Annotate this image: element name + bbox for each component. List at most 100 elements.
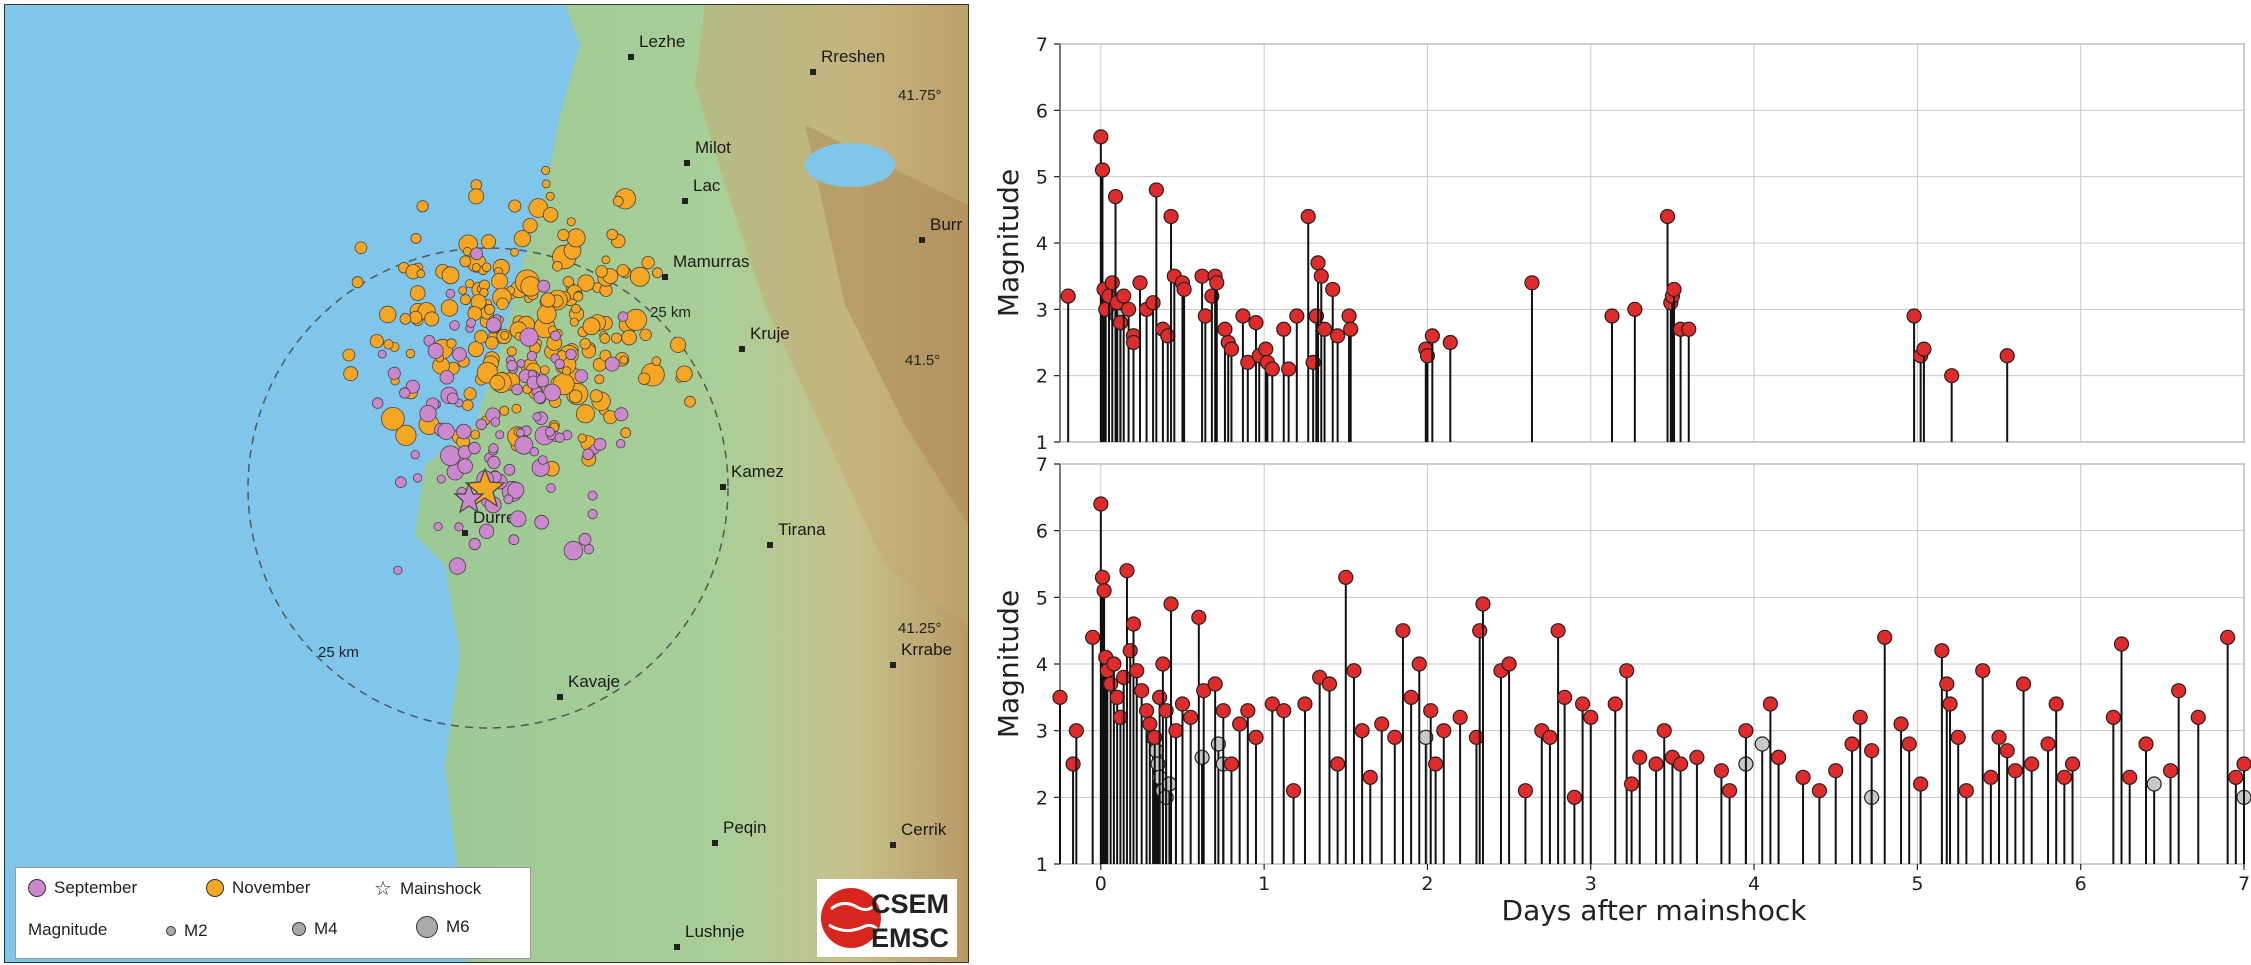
november-event-marker <box>470 429 481 440</box>
november-dot-icon <box>206 879 224 897</box>
september-event-marker <box>574 369 589 383</box>
city-label: Lushnje <box>685 922 745 941</box>
november-event-marker <box>508 199 522 213</box>
city-label: Lac <box>693 176 721 195</box>
event-point <box>2105 709 2121 725</box>
september-event-marker <box>582 448 594 461</box>
november-event-marker <box>552 260 563 272</box>
september-event-marker <box>405 379 420 394</box>
event-point <box>1223 341 1240 357</box>
event-point <box>1468 729 1485 745</box>
event-point <box>2024 756 2040 772</box>
event-point <box>1442 334 1458 351</box>
event-point <box>1999 743 2015 759</box>
event-point <box>1276 321 1292 337</box>
event-point <box>1811 783 1827 799</box>
november-event-marker <box>511 403 522 414</box>
event-point <box>1122 643 1138 659</box>
event-point <box>1104 275 1120 291</box>
legend-m4-label: M4 <box>314 919 338 938</box>
event-point <box>1134 683 1150 699</box>
september-event-marker <box>532 412 542 422</box>
coordinates: 41.75° 41.5° 41.25° <box>898 87 942 637</box>
event-point <box>1094 569 1111 585</box>
november-event-marker <box>637 372 651 385</box>
csem-emsc-logo: CSEM EMSC <box>817 879 957 957</box>
november-event-marker <box>468 188 485 205</box>
event-point <box>1659 208 1676 225</box>
september-event-marker <box>495 430 505 440</box>
november-event-marker <box>577 274 595 292</box>
september-event-marker <box>440 445 461 467</box>
september-event-marker <box>516 359 526 368</box>
november-event-marker <box>463 387 477 401</box>
y-tick-label: 2 <box>1036 787 1048 809</box>
event-point <box>1411 656 1427 672</box>
event-point <box>1276 703 1292 719</box>
september-event-marker <box>446 392 459 405</box>
september-event-marker <box>503 494 514 505</box>
legend-mainshock: ☆ Mainshock <box>374 876 481 901</box>
event-point <box>2236 756 2251 772</box>
november-event-marker <box>458 286 468 295</box>
event-point <box>1395 623 1411 639</box>
september-event-marker <box>456 423 472 440</box>
mainshock-september-icon <box>453 482 485 514</box>
event-point <box>1550 623 1566 639</box>
november-event-marker <box>624 308 648 331</box>
november-event-marker <box>641 256 655 270</box>
event-point <box>2064 756 2081 772</box>
event-point <box>1906 308 1922 324</box>
cities: Lezhe Rreshen Milot Lac Burr Mamurras Kruje Kam… <box>462 32 962 950</box>
september-event-marker <box>526 350 538 361</box>
event-point <box>1574 696 1591 712</box>
event-point <box>1300 208 1316 225</box>
event-point <box>1129 663 1145 679</box>
event-point <box>1770 749 1787 765</box>
event-point <box>1289 308 1305 324</box>
september-dot-icon <box>28 879 46 897</box>
magnitude-time-plots: 1 2 3 4 5 6 7 Magnitude 1 2 3 4 5 6 7 0 1 2 3 4 5 6 7 Magnitud… <box>992 34 2251 927</box>
november-event-marker <box>620 427 632 439</box>
y-tick-label: 4 <box>1036 233 1048 255</box>
event-point <box>2015 676 2032 692</box>
november-event-marker <box>484 303 496 315</box>
m2-dot-icon <box>166 926 176 936</box>
november-event-marker <box>474 329 488 344</box>
september-event-marker <box>439 370 455 385</box>
september-event-marker <box>563 540 584 561</box>
september-event-marker <box>448 557 467 575</box>
event-point <box>1138 703 1155 719</box>
event-point <box>1313 268 1329 284</box>
september-event-marker <box>614 407 629 422</box>
november-event-marker <box>351 276 364 289</box>
november-event-marker <box>379 305 397 324</box>
event-point <box>1163 208 1179 225</box>
november-event-marker <box>575 404 595 424</box>
november-event-marker <box>541 165 551 175</box>
legend-mainshock-label: Mainshock <box>399 878 482 898</box>
november-event-marker <box>513 230 532 248</box>
x-tick-label: 6 <box>2075 873 2087 895</box>
city-marker <box>767 542 773 548</box>
september-event-marker <box>554 432 565 443</box>
november-event-marker <box>381 406 405 431</box>
event-point <box>1093 496 1109 512</box>
city-marker <box>557 694 563 700</box>
november-event-marker <box>409 285 426 301</box>
event-point <box>2171 683 2187 699</box>
event-point <box>2162 763 2179 779</box>
event-point <box>1713 763 1730 779</box>
november-event-marker <box>562 276 575 288</box>
september-event-marker <box>550 330 561 342</box>
star-icon: ☆ <box>374 878 392 900</box>
event-point <box>2138 736 2154 752</box>
x-tick-label: 2 <box>1421 873 1433 895</box>
november-event-marker <box>629 266 650 287</box>
event-point <box>1343 321 1359 337</box>
event-point <box>2056 769 2072 785</box>
september-event-marker <box>506 360 518 372</box>
y-tick-label: 7 <box>1036 454 1048 476</box>
event-point <box>1795 769 1811 785</box>
event-point <box>1194 749 1210 765</box>
